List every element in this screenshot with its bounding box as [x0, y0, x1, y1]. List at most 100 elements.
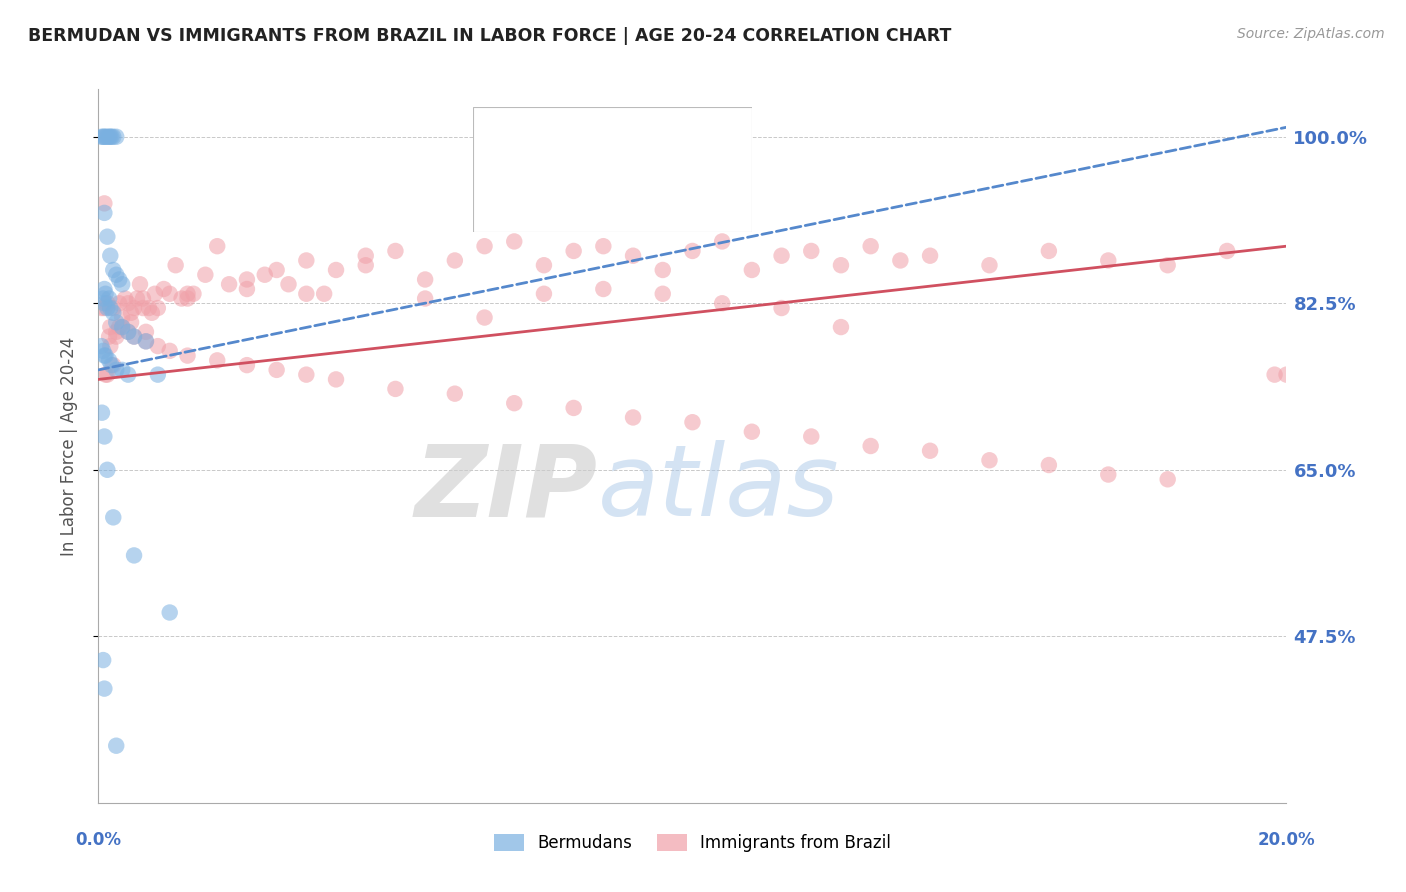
Point — [135, 334, 157, 349]
Point — [135, 334, 157, 349]
Point — [96, 463, 118, 477]
Point — [218, 277, 240, 292]
Point — [682, 415, 704, 429]
Point — [132, 301, 155, 315]
Point — [132, 292, 155, 306]
Point — [859, 239, 882, 253]
Point — [105, 325, 128, 339]
Point — [94, 368, 117, 382]
Point — [979, 453, 1001, 467]
Point — [1038, 244, 1060, 258]
Point — [979, 258, 1001, 272]
Point — [91, 653, 114, 667]
Point — [93, 129, 115, 144]
Point — [111, 310, 134, 325]
Point — [533, 258, 555, 272]
Point — [111, 320, 134, 334]
Point — [117, 325, 139, 339]
Point — [91, 292, 114, 306]
Point — [354, 258, 377, 272]
Point — [103, 510, 125, 524]
Point — [830, 258, 852, 272]
Point — [384, 244, 406, 258]
Point — [91, 343, 114, 358]
Point — [122, 549, 145, 563]
Point — [122, 301, 145, 315]
Point — [93, 206, 115, 220]
Text: Source: ZipAtlas.com: Source: ZipAtlas.com — [1237, 27, 1385, 41]
Point — [325, 372, 347, 386]
Point — [93, 282, 115, 296]
Point — [266, 363, 288, 377]
Point — [295, 368, 318, 382]
Point — [1038, 458, 1060, 472]
Point — [100, 358, 122, 372]
Point — [266, 263, 288, 277]
Point — [1156, 472, 1178, 486]
Point — [146, 368, 169, 382]
Point — [122, 329, 145, 343]
Point — [94, 129, 117, 144]
Point — [159, 606, 181, 620]
Point — [98, 301, 121, 315]
Point — [711, 235, 734, 249]
Point — [105, 329, 128, 343]
Point — [91, 129, 114, 144]
Point — [503, 235, 526, 249]
Point — [103, 263, 125, 277]
Point — [143, 286, 166, 301]
Point — [93, 429, 115, 443]
Point — [562, 401, 585, 415]
Point — [384, 382, 406, 396]
Point — [830, 320, 852, 334]
Point — [413, 272, 436, 286]
Point — [125, 292, 148, 306]
Y-axis label: In Labor Force | Age 20-24: In Labor Force | Age 20-24 — [59, 336, 77, 556]
Point — [103, 358, 125, 372]
Point — [96, 129, 118, 144]
Point — [295, 286, 318, 301]
Point — [711, 296, 734, 310]
Point — [236, 272, 259, 286]
Point — [920, 443, 942, 458]
Text: 20.0%: 20.0% — [1258, 831, 1315, 849]
Point — [117, 368, 139, 382]
Point — [135, 325, 157, 339]
Point — [93, 196, 115, 211]
Point — [105, 268, 128, 282]
Point — [741, 263, 763, 277]
Point — [103, 129, 125, 144]
Point — [111, 320, 134, 334]
Point — [94, 349, 117, 363]
Point — [325, 263, 347, 277]
Point — [108, 296, 131, 310]
Point — [314, 286, 336, 301]
Point — [621, 249, 644, 263]
Point — [129, 277, 152, 292]
Point — [562, 244, 585, 258]
Point — [176, 292, 198, 306]
Point — [920, 249, 942, 263]
Point — [114, 292, 136, 306]
Point — [98, 292, 121, 306]
Point — [146, 301, 169, 315]
Point — [1216, 244, 1239, 258]
Point — [98, 129, 121, 144]
Point — [93, 296, 115, 310]
Point — [889, 253, 911, 268]
Point — [207, 353, 229, 368]
Point — [183, 286, 205, 301]
Point — [111, 277, 134, 292]
Point — [93, 349, 115, 363]
Point — [1264, 368, 1286, 382]
Point — [592, 239, 614, 253]
Point — [682, 244, 704, 258]
Point — [621, 410, 644, 425]
Legend: Bermudans, Immigrants from Brazil: Bermudans, Immigrants from Brazil — [486, 827, 898, 859]
Point — [120, 315, 142, 329]
Point — [122, 329, 145, 343]
Point — [96, 301, 118, 315]
Point — [138, 301, 160, 315]
Point — [91, 406, 114, 420]
Point — [108, 320, 131, 334]
